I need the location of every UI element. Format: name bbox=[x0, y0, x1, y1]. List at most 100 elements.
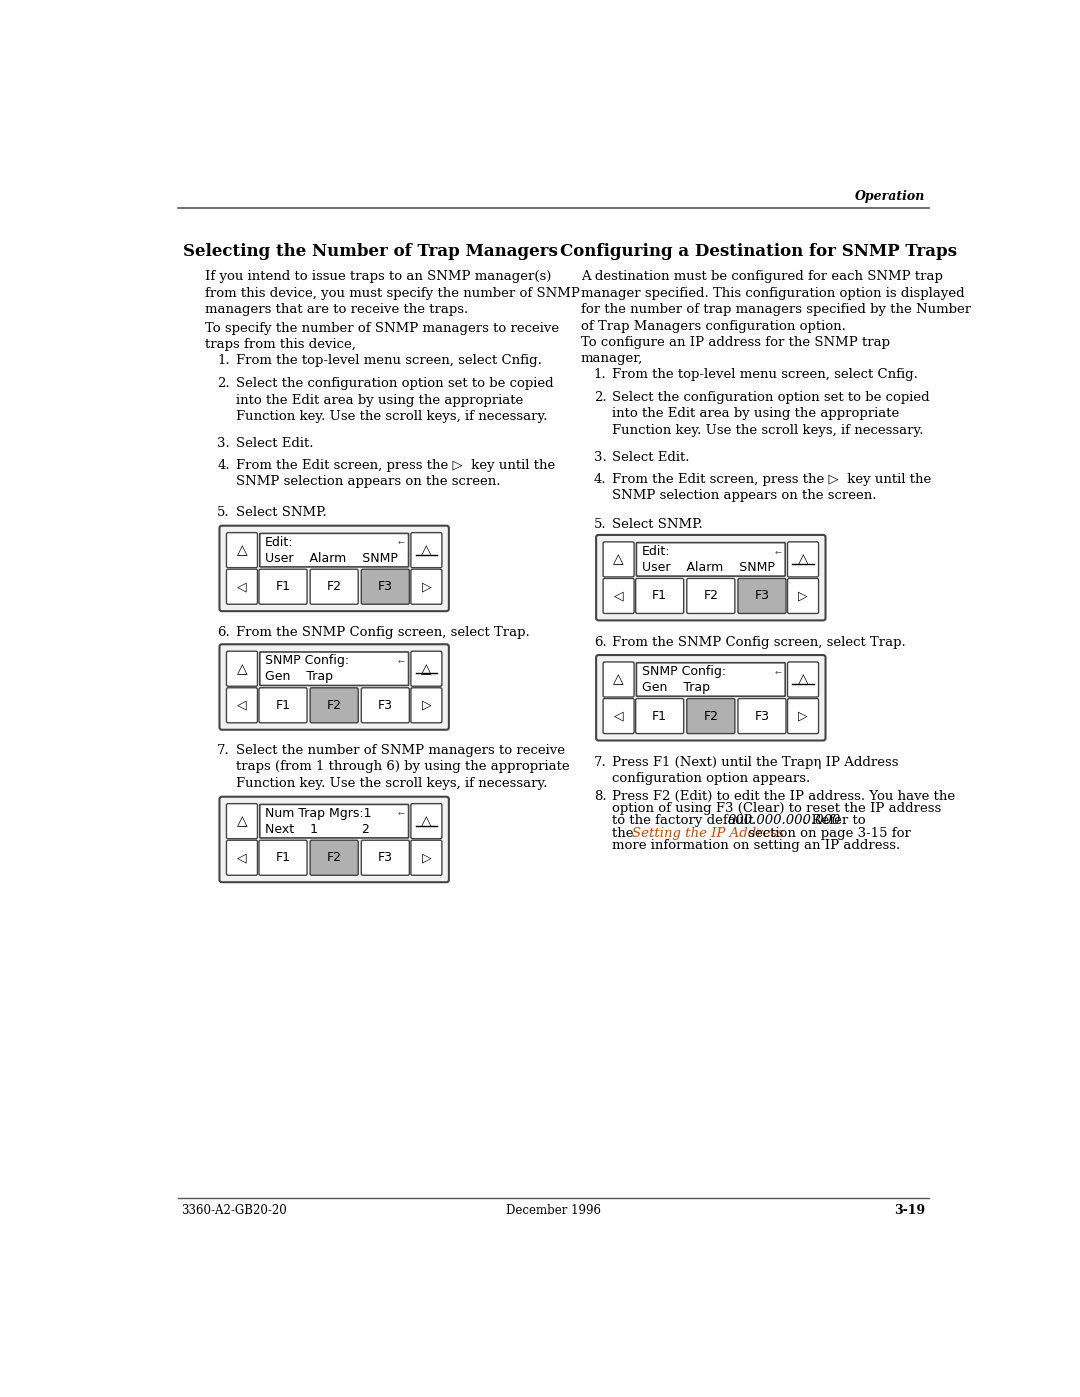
Text: ▷: ▷ bbox=[798, 590, 808, 602]
FancyBboxPatch shape bbox=[410, 687, 442, 722]
Text: F1: F1 bbox=[275, 698, 291, 712]
Text: F2: F2 bbox=[703, 710, 718, 722]
FancyBboxPatch shape bbox=[219, 525, 449, 610]
Text: From the Edit screen, press the ▷  key until the
SNMP selection appears on the s: From the Edit screen, press the ▷ key un… bbox=[612, 472, 932, 502]
FancyBboxPatch shape bbox=[260, 805, 408, 838]
FancyBboxPatch shape bbox=[219, 796, 449, 882]
FancyBboxPatch shape bbox=[227, 803, 257, 838]
Text: option of using F3 (Clear) to reset the IP address: option of using F3 (Clear) to reset the … bbox=[612, 802, 942, 814]
FancyBboxPatch shape bbox=[227, 532, 257, 567]
Text: ▷: ▷ bbox=[798, 710, 808, 722]
FancyBboxPatch shape bbox=[410, 651, 442, 686]
Text: △: △ bbox=[798, 672, 808, 686]
FancyBboxPatch shape bbox=[410, 569, 442, 605]
Text: 3360-A2-GB20-20: 3360-A2-GB20-20 bbox=[181, 1204, 287, 1218]
Text: Select the configuration option set to be copied
into the Edit area by using the: Select the configuration option set to b… bbox=[235, 377, 553, 423]
FancyBboxPatch shape bbox=[260, 534, 408, 567]
Text: ←: ← bbox=[397, 657, 405, 665]
Text: ←: ← bbox=[397, 538, 405, 548]
FancyBboxPatch shape bbox=[603, 662, 634, 697]
Text: SNMP Config:
Gen    Trap: SNMP Config: Gen Trap bbox=[642, 665, 726, 694]
Text: F1: F1 bbox=[275, 580, 291, 594]
FancyBboxPatch shape bbox=[310, 687, 359, 722]
Text: To configure an IP address for the SNMP trap
manager,: To configure an IP address for the SNMP … bbox=[581, 335, 890, 365]
Text: From the SNMP Config screen, select Trap.: From the SNMP Config screen, select Trap… bbox=[612, 636, 906, 648]
FancyBboxPatch shape bbox=[787, 578, 819, 613]
Text: Press F1 (Next) until the Trapη IP Address
configuration option appears.: Press F1 (Next) until the Trapη IP Addre… bbox=[612, 756, 899, 785]
Text: 4.: 4. bbox=[594, 472, 607, 486]
Text: △: △ bbox=[798, 552, 808, 566]
Text: 7.: 7. bbox=[217, 743, 230, 757]
Text: If you intend to issue traps to an SNMP manager(s)
from this device, you must sp: If you intend to issue traps to an SNMP … bbox=[205, 270, 580, 316]
Text: SNMP Config:
Gen    Trap: SNMP Config: Gen Trap bbox=[266, 654, 349, 683]
Text: F1: F1 bbox=[275, 851, 291, 865]
Text: △: △ bbox=[613, 552, 624, 566]
Text: From the top-level menu screen, select Cnfig.: From the top-level menu screen, select C… bbox=[612, 367, 918, 381]
Text: ▷: ▷ bbox=[421, 851, 431, 865]
FancyBboxPatch shape bbox=[310, 569, 359, 605]
Text: Edit:
User    Alarm    SNMP: Edit: User Alarm SNMP bbox=[266, 535, 399, 564]
Text: △: △ bbox=[421, 814, 432, 828]
FancyBboxPatch shape bbox=[259, 569, 307, 605]
FancyBboxPatch shape bbox=[410, 840, 442, 876]
FancyBboxPatch shape bbox=[362, 569, 409, 605]
Text: △: △ bbox=[613, 672, 624, 686]
Text: ←: ← bbox=[774, 548, 781, 556]
Text: F3: F3 bbox=[378, 698, 393, 712]
Text: the: the bbox=[612, 827, 638, 840]
Text: ▷: ▷ bbox=[421, 698, 431, 712]
Text: more information on setting an IP address.: more information on setting an IP addres… bbox=[612, 840, 901, 852]
Text: 5.: 5. bbox=[594, 518, 607, 531]
Text: 000.000.000.000: 000.000.000.000 bbox=[727, 814, 840, 827]
Text: 7.: 7. bbox=[594, 756, 607, 768]
Text: 2.: 2. bbox=[217, 377, 230, 390]
Text: △: △ bbox=[237, 543, 247, 557]
Text: F2: F2 bbox=[326, 698, 341, 712]
Text: Select Edit.: Select Edit. bbox=[612, 451, 690, 464]
Text: section on page 3-15 for: section on page 3-15 for bbox=[744, 827, 912, 840]
Text: From the Edit screen, press the ▷  key until the
SNMP selection appears on the s: From the Edit screen, press the ▷ key un… bbox=[235, 458, 555, 488]
FancyBboxPatch shape bbox=[787, 542, 819, 577]
Text: Configuring a Destination for SNMP Traps: Configuring a Destination for SNMP Traps bbox=[559, 243, 957, 260]
Text: 3.: 3. bbox=[217, 437, 230, 450]
Text: 2.: 2. bbox=[594, 391, 607, 404]
Text: . Refer to: . Refer to bbox=[804, 814, 866, 827]
Text: A destination must be configured for each SNMP trap
manager specified. This conf: A destination must be configured for eac… bbox=[581, 270, 971, 332]
FancyBboxPatch shape bbox=[787, 698, 819, 733]
Text: 4.: 4. bbox=[217, 458, 230, 472]
Text: F2: F2 bbox=[703, 590, 718, 602]
FancyBboxPatch shape bbox=[227, 569, 257, 605]
Text: 3.: 3. bbox=[594, 451, 607, 464]
Text: Select the configuration option set to be copied
into the Edit area by using the: Select the configuration option set to b… bbox=[612, 391, 930, 437]
Text: ◁: ◁ bbox=[613, 710, 623, 722]
Text: 5.: 5. bbox=[217, 507, 230, 520]
Text: 6.: 6. bbox=[217, 626, 230, 638]
Text: Select SNMP.: Select SNMP. bbox=[235, 507, 326, 520]
Text: Setting the IP Address: Setting the IP Address bbox=[632, 827, 784, 840]
Text: ◁: ◁ bbox=[238, 698, 246, 712]
FancyBboxPatch shape bbox=[596, 655, 825, 740]
Text: F1: F1 bbox=[652, 590, 667, 602]
FancyBboxPatch shape bbox=[738, 698, 786, 733]
Text: Select Edit.: Select Edit. bbox=[235, 437, 313, 450]
Text: △: △ bbox=[421, 662, 432, 676]
Text: F3: F3 bbox=[755, 590, 769, 602]
Text: ←: ← bbox=[774, 668, 781, 676]
FancyBboxPatch shape bbox=[687, 578, 734, 613]
Text: Operation: Operation bbox=[855, 190, 926, 204]
Text: F3: F3 bbox=[378, 580, 393, 594]
Text: ←: ← bbox=[397, 809, 405, 819]
FancyBboxPatch shape bbox=[636, 662, 785, 696]
FancyBboxPatch shape bbox=[596, 535, 825, 620]
Text: Select SNMP.: Select SNMP. bbox=[612, 518, 703, 531]
Text: 6.: 6. bbox=[594, 636, 607, 648]
Text: From the top-level menu screen, select Cnfig.: From the top-level menu screen, select C… bbox=[235, 353, 542, 367]
FancyBboxPatch shape bbox=[636, 578, 684, 613]
FancyBboxPatch shape bbox=[362, 687, 409, 722]
FancyBboxPatch shape bbox=[738, 578, 786, 613]
Text: Select the number of SNMP managers to receive
traps (from 1 through 6) by using : Select the number of SNMP managers to re… bbox=[235, 743, 569, 789]
Text: F2: F2 bbox=[326, 851, 341, 865]
Text: to the factory default: to the factory default bbox=[612, 814, 758, 827]
FancyBboxPatch shape bbox=[362, 840, 409, 876]
Text: Num Trap Mgrs:1
Next    1           2: Num Trap Mgrs:1 Next 1 2 bbox=[266, 806, 372, 835]
